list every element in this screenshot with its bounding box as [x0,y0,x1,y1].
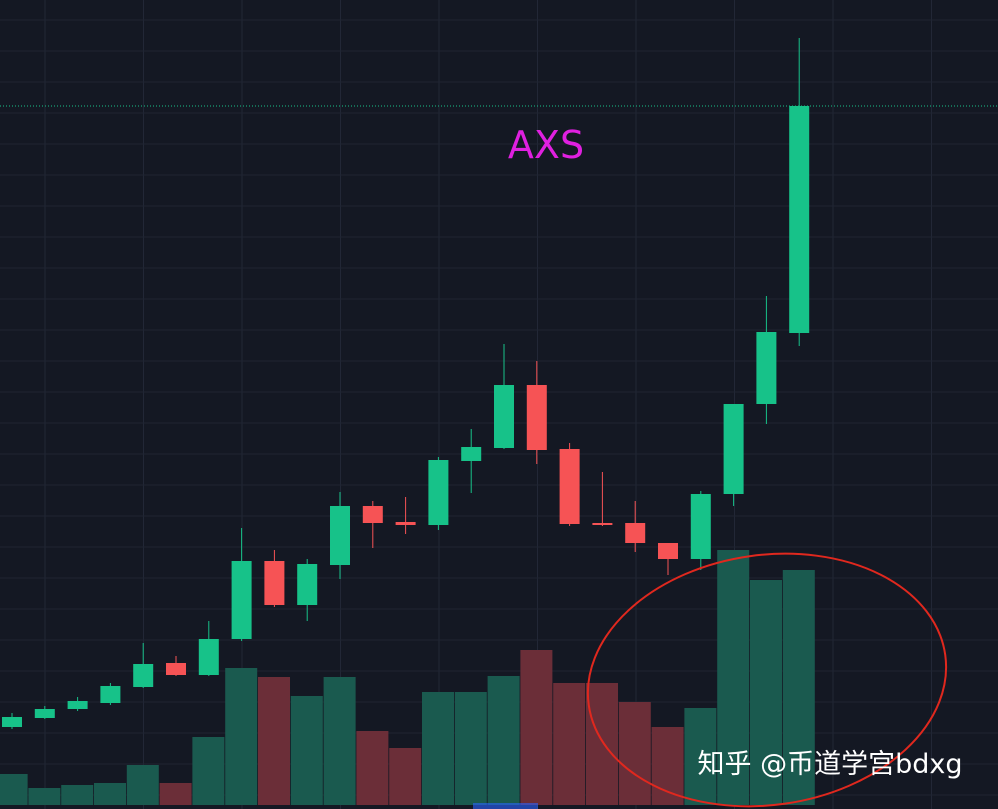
candle-body [690,494,711,559]
candle-body [34,709,55,718]
volume-bar [782,570,815,805]
watermark: 知乎 @币道学宫bdxg [698,749,963,780]
candle-body [231,561,252,639]
candle-body [297,564,318,605]
chart-title: AXS [508,123,584,167]
volume-bar [159,783,192,805]
volume-bar [520,650,553,805]
candle-body [756,332,777,404]
candle-body [625,523,646,543]
candle-body [461,447,482,461]
volume-bar [750,580,782,805]
volume-bar [618,702,651,805]
volume-bar [258,677,290,805]
volume-bar [553,683,586,805]
candle-body [789,106,810,333]
candle-body [133,664,154,687]
volume-bar [290,696,323,805]
volume-bar [422,692,454,805]
time-marker [473,803,538,809]
candle-body [723,404,744,494]
volume-bar [0,774,28,805]
candle-body [2,717,22,727]
candle-body [658,543,678,559]
candle-body [67,701,88,709]
volume-bar [323,677,356,805]
volume-bar [684,708,717,805]
volume-bar [28,788,61,805]
candle-body [100,686,121,703]
volume-bar [225,668,258,805]
volume-bar [356,731,389,805]
candle-body [198,639,219,675]
volume-bar [454,692,487,805]
volume-bar [586,683,618,805]
candle-body [166,663,186,675]
candle-body [494,385,514,448]
volume-bar [717,550,750,805]
candle-layer [0,38,998,729]
candle-body [330,506,350,565]
volume-bar [61,785,94,805]
candle-body [428,460,449,525]
volume-layer [0,550,815,805]
volume-bar [487,676,520,805]
volume-bar [126,765,159,805]
candle-body [592,523,613,525]
candle-body [559,449,580,524]
candle-body [526,385,547,450]
candle-body [362,506,383,523]
highlight-ellipse [586,552,948,808]
candle-body [395,522,416,525]
candle-body [264,561,285,605]
volume-bar [651,727,684,805]
volume-bar [192,737,225,805]
volume-bar [94,783,126,805]
volume-bar [389,748,422,805]
